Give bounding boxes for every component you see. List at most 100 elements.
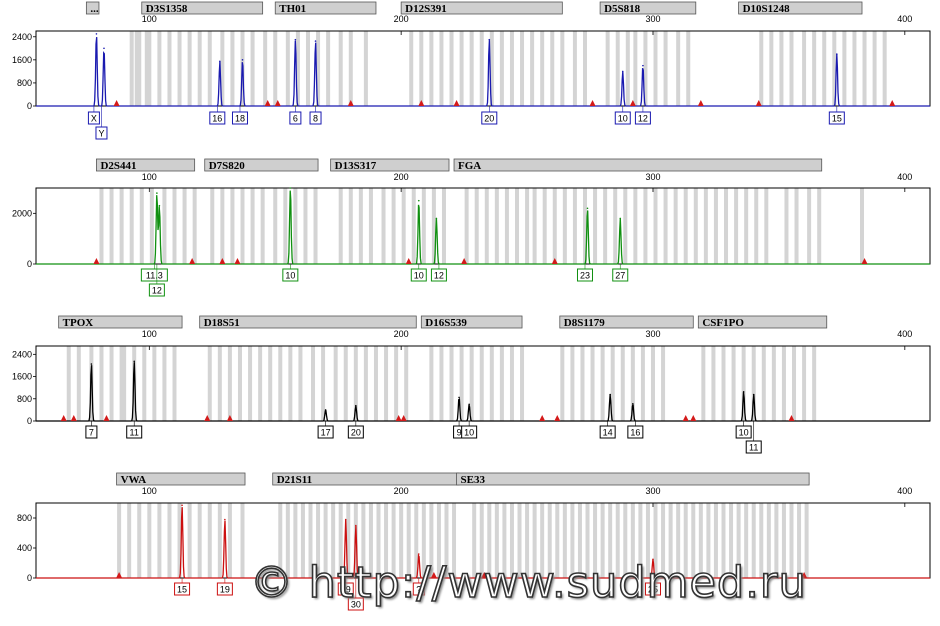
bin-band bbox=[419, 31, 424, 106]
bin-band bbox=[474, 188, 479, 264]
bin-band bbox=[167, 31, 172, 106]
bin-band bbox=[509, 31, 514, 106]
bin-band bbox=[676, 503, 681, 578]
bin-band bbox=[744, 503, 749, 578]
bin-band bbox=[494, 503, 499, 578]
size-marker bbox=[461, 258, 468, 264]
allele-label: 7 bbox=[89, 428, 94, 438]
bin-band bbox=[384, 346, 389, 421]
allele-label: 16 bbox=[630, 428, 640, 438]
bin-band bbox=[429, 31, 434, 106]
size-marker bbox=[395, 415, 402, 421]
bin-band bbox=[127, 503, 132, 578]
allele-box bbox=[614, 111, 631, 125]
bin-band bbox=[781, 346, 786, 421]
size-marker bbox=[697, 100, 704, 106]
size-marker bbox=[274, 100, 281, 106]
locus-bar bbox=[204, 158, 319, 172]
bin-band bbox=[250, 31, 255, 106]
bin-band bbox=[555, 503, 560, 578]
bin-band bbox=[469, 346, 474, 421]
size-marker bbox=[70, 415, 77, 421]
bin-band bbox=[210, 188, 215, 264]
x-tick-label: 200 bbox=[394, 172, 409, 182]
y-tick-label: 0 bbox=[27, 259, 32, 269]
bin-band bbox=[525, 503, 530, 578]
bin-band bbox=[582, 31, 587, 106]
bin-band bbox=[459, 31, 464, 106]
allele-box bbox=[95, 126, 108, 140]
x-tick-label: 400 bbox=[897, 172, 912, 182]
bin-band bbox=[542, 188, 547, 264]
x-tick-label: 100 bbox=[142, 172, 157, 182]
bin-band bbox=[668, 503, 673, 578]
bin-band bbox=[338, 188, 343, 264]
locus-bar bbox=[697, 315, 828, 329]
allele-box bbox=[231, 111, 248, 125]
bin-band bbox=[630, 503, 635, 578]
bin-band bbox=[550, 31, 555, 106]
bin-band bbox=[633, 188, 638, 264]
x-tick-label: 400 bbox=[897, 486, 912, 496]
bin-band bbox=[560, 31, 565, 106]
bin-band bbox=[288, 346, 293, 421]
bin-band bbox=[570, 503, 575, 578]
bin-band bbox=[731, 346, 736, 421]
peak-mark bbox=[652, 558, 654, 561]
allele-label: 9 bbox=[457, 428, 462, 438]
bin-band bbox=[139, 188, 144, 264]
bin-band bbox=[321, 346, 326, 421]
locus-label: D8S1179 bbox=[564, 317, 605, 329]
bin-band bbox=[449, 346, 454, 421]
bin-band bbox=[157, 31, 162, 106]
bin-band bbox=[744, 188, 749, 264]
bin-band bbox=[572, 31, 577, 106]
bin-band bbox=[295, 31, 300, 106]
x-tick-label: 200 bbox=[394, 329, 409, 339]
bin-band bbox=[479, 31, 484, 106]
locus-label: FGA bbox=[458, 160, 481, 172]
bin-band bbox=[182, 188, 187, 264]
bin-band bbox=[807, 188, 812, 264]
bin-band bbox=[789, 31, 794, 106]
y-tick-label: 2000 bbox=[12, 208, 32, 218]
bin-band bbox=[144, 31, 149, 106]
bin-band bbox=[741, 346, 746, 421]
locus-label: D21S11 bbox=[277, 474, 312, 486]
bin-band bbox=[469, 31, 474, 106]
bin-band bbox=[812, 346, 817, 421]
size-marker bbox=[861, 258, 868, 264]
bin-band bbox=[444, 503, 449, 578]
x-tick-label: 300 bbox=[645, 329, 660, 339]
bin-band bbox=[220, 31, 225, 106]
bin-band bbox=[560, 346, 565, 421]
bin-band bbox=[572, 188, 577, 264]
bin-band bbox=[285, 503, 290, 578]
bin-band bbox=[394, 346, 399, 421]
bin-band bbox=[109, 346, 114, 421]
allele-box bbox=[282, 268, 299, 282]
allele-label: X bbox=[91, 114, 97, 124]
bin-band bbox=[278, 346, 283, 421]
bin-band bbox=[603, 188, 608, 264]
bin-band bbox=[683, 188, 688, 264]
bin-band bbox=[227, 346, 232, 421]
bin-band bbox=[633, 31, 638, 106]
bin-band bbox=[779, 31, 784, 106]
bin-band bbox=[119, 188, 124, 264]
bin-band bbox=[862, 31, 867, 106]
bin-band bbox=[792, 346, 797, 421]
allele-label: ? bbox=[416, 585, 421, 595]
locus-bar bbox=[453, 158, 823, 172]
bin-band bbox=[547, 503, 552, 578]
peak-mark bbox=[156, 192, 158, 194]
bin-band bbox=[623, 188, 628, 264]
bin-band bbox=[540, 503, 545, 578]
bin-band bbox=[177, 503, 182, 578]
size-marker bbox=[226, 415, 233, 421]
bin-band bbox=[761, 346, 766, 421]
bin-band bbox=[348, 31, 353, 106]
bin-band bbox=[489, 31, 494, 106]
